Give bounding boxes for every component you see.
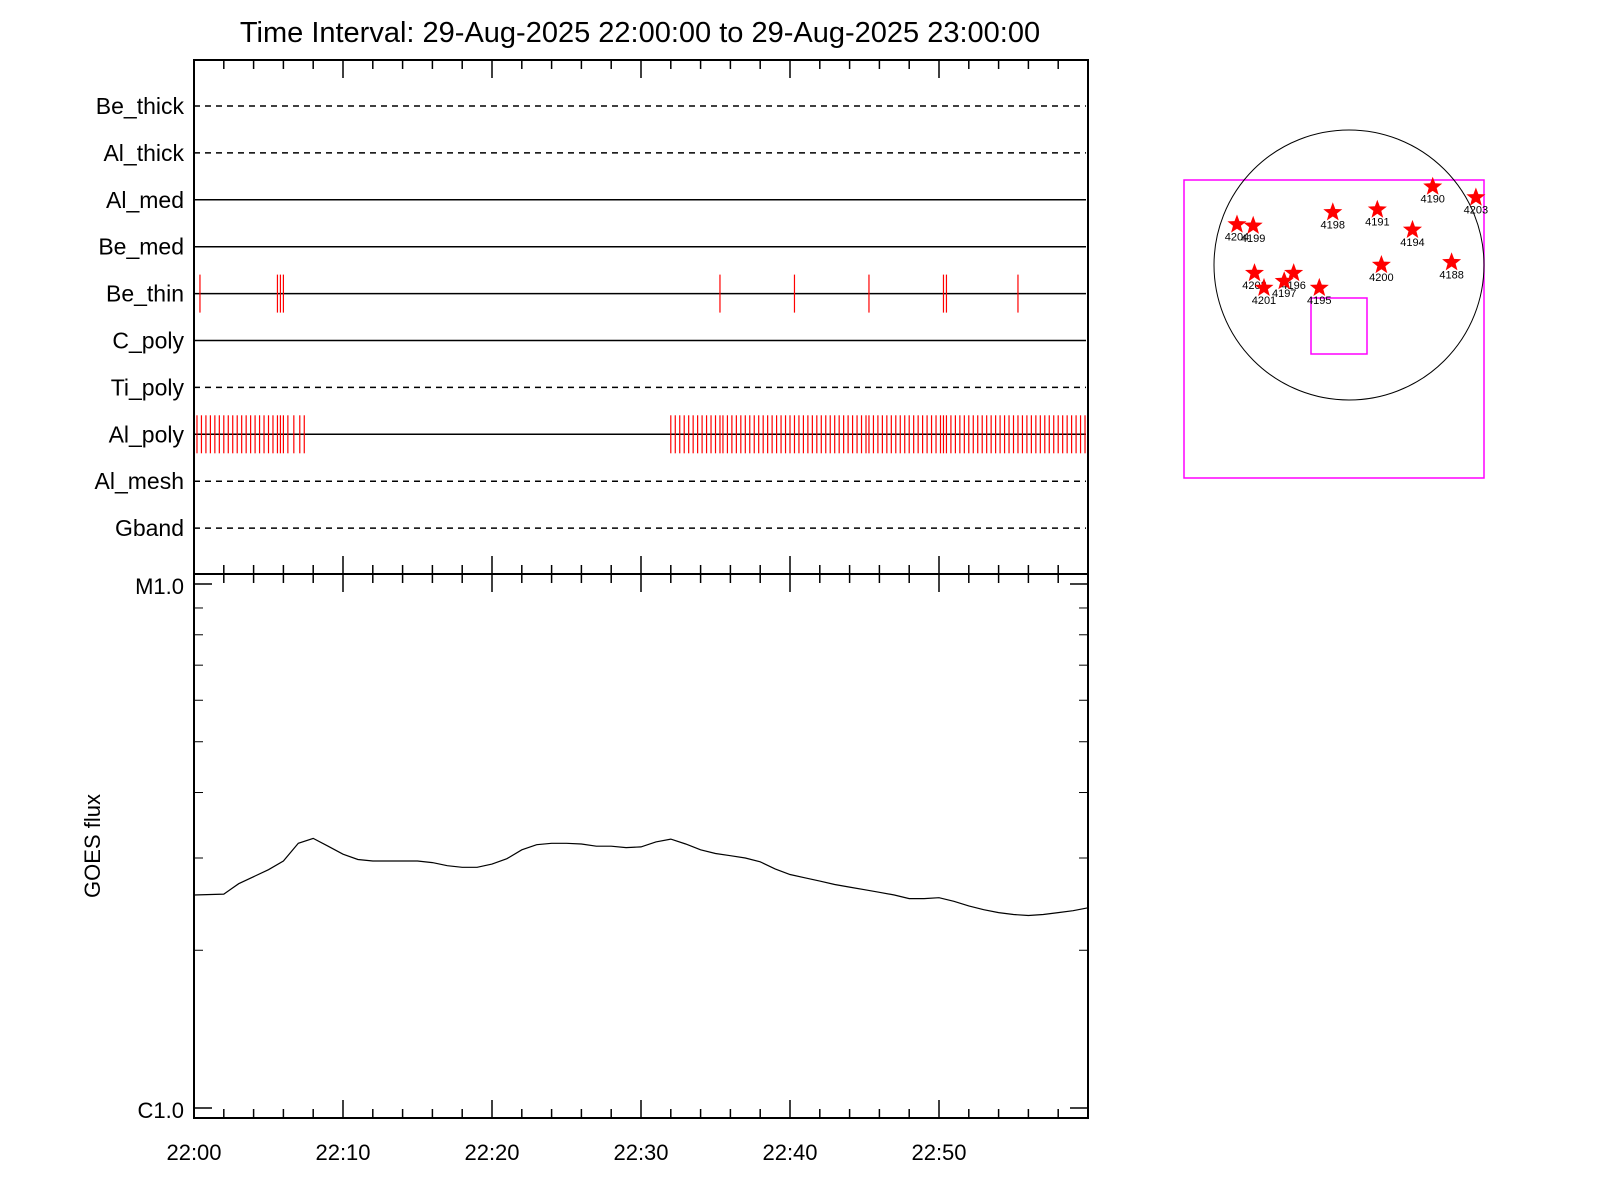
filter-label-al-med: Al_med: [106, 187, 184, 213]
active-region-markers: 4190420341914198419442044199418842004202…: [1225, 176, 1488, 307]
xtick-label: 22:20: [464, 1140, 519, 1165]
active-region-star: [1371, 255, 1391, 274]
filter-timeline-panel: Be_thick Al_thick Al_med Be_med Be_thin C_pol…: [95, 59, 1089, 575]
active-region-star: [1367, 199, 1387, 218]
active-region-label: 4188: [1439, 269, 1463, 281]
xtick-label: 22:10: [315, 1140, 370, 1165]
active-region-star: [1423, 176, 1443, 195]
goes-axis-ticks: [193, 574, 1089, 1118]
outer-field-of-view: [1183, 179, 1485, 479]
filter-label-be-thin: Be_thin: [106, 281, 184, 307]
ytick-label-c1: C1.0: [138, 1098, 184, 1123]
ytick-label-m1: M1.0: [135, 574, 184, 599]
filter-label-gband: Gband: [115, 515, 184, 541]
active-region-label: 4195: [1307, 295, 1331, 307]
active-region-label: 4197: [1272, 288, 1296, 300]
filter-label-al-thick: Al_thick: [103, 140, 184, 166]
active-region-star: [1466, 187, 1486, 206]
active-region-label: 4200: [1369, 272, 1393, 284]
active-region-label: 4190: [1420, 194, 1444, 206]
x-tick-labels: 22:00 22:10 22:20 22:30 22:40 22:50: [166, 1140, 966, 1165]
active-region-star: [1284, 263, 1304, 282]
filter-label-ti-poly: Ti_poly: [111, 374, 185, 400]
active-region-star: [1254, 277, 1274, 296]
active-region-star: [1274, 271, 1294, 290]
filter-panel-frame: [193, 59, 1089, 575]
active-region-star: [1402, 219, 1422, 238]
inner-field-of-view: [1310, 297, 1368, 355]
xtick-label: 22:50: [911, 1140, 966, 1165]
active-region-star: [1245, 263, 1264, 282]
active-region-label: 4199: [1241, 233, 1265, 245]
goes-flux-line: [193, 837, 1089, 917]
chart-title: Time Interval: 29-Aug-2025 22:00:00 to 2…: [240, 17, 1040, 49]
filter-label-al-poly: Al_poly: [109, 421, 185, 447]
active-region-star: [1227, 214, 1247, 233]
filter-panel-time-ticks: [193, 60, 1089, 574]
active-region-label: 4198: [1321, 219, 1345, 231]
filter-rows: Be_thick Al_thick Al_med Be_med Be_thin C_pol…: [95, 93, 1086, 541]
xtick-label: 22:40: [762, 1140, 817, 1165]
y-axis-label: GOES flux: [80, 794, 105, 898]
active-region-label: 4191: [1365, 217, 1389, 229]
solar-disk-map: 4190420341914198419442044199418842004202…: [1183, 129, 1488, 479]
xtick-label: 22:30: [613, 1140, 668, 1165]
active-region-star: [1243, 215, 1263, 234]
observation-marks: [196, 274, 1086, 454]
active-region-star: [1323, 202, 1343, 221]
filter-label-c-poly: C_poly: [112, 328, 184, 354]
filter-label-be-thick: Be_thick: [96, 93, 185, 119]
active-region-label: 4194: [1400, 237, 1424, 249]
active-region-star: [1442, 252, 1462, 271]
solar-disk-limb: [1213, 129, 1485, 401]
active-region-star: [1309, 277, 1329, 296]
active-region-label: 4203: [1464, 205, 1488, 217]
filter-label-al-mesh: Al_mesh: [95, 468, 184, 494]
xtick-label: 22:00: [166, 1140, 221, 1165]
goes-flux-panel: M1.0 C1.0 GOES flux 22:00 22:10 22:20 22:30…: [80, 573, 1089, 1165]
active-region-label: 4204: [1225, 232, 1249, 244]
filter-label-be-med: Be_med: [98, 234, 184, 260]
active-region-label: 4201: [1252, 295, 1276, 307]
